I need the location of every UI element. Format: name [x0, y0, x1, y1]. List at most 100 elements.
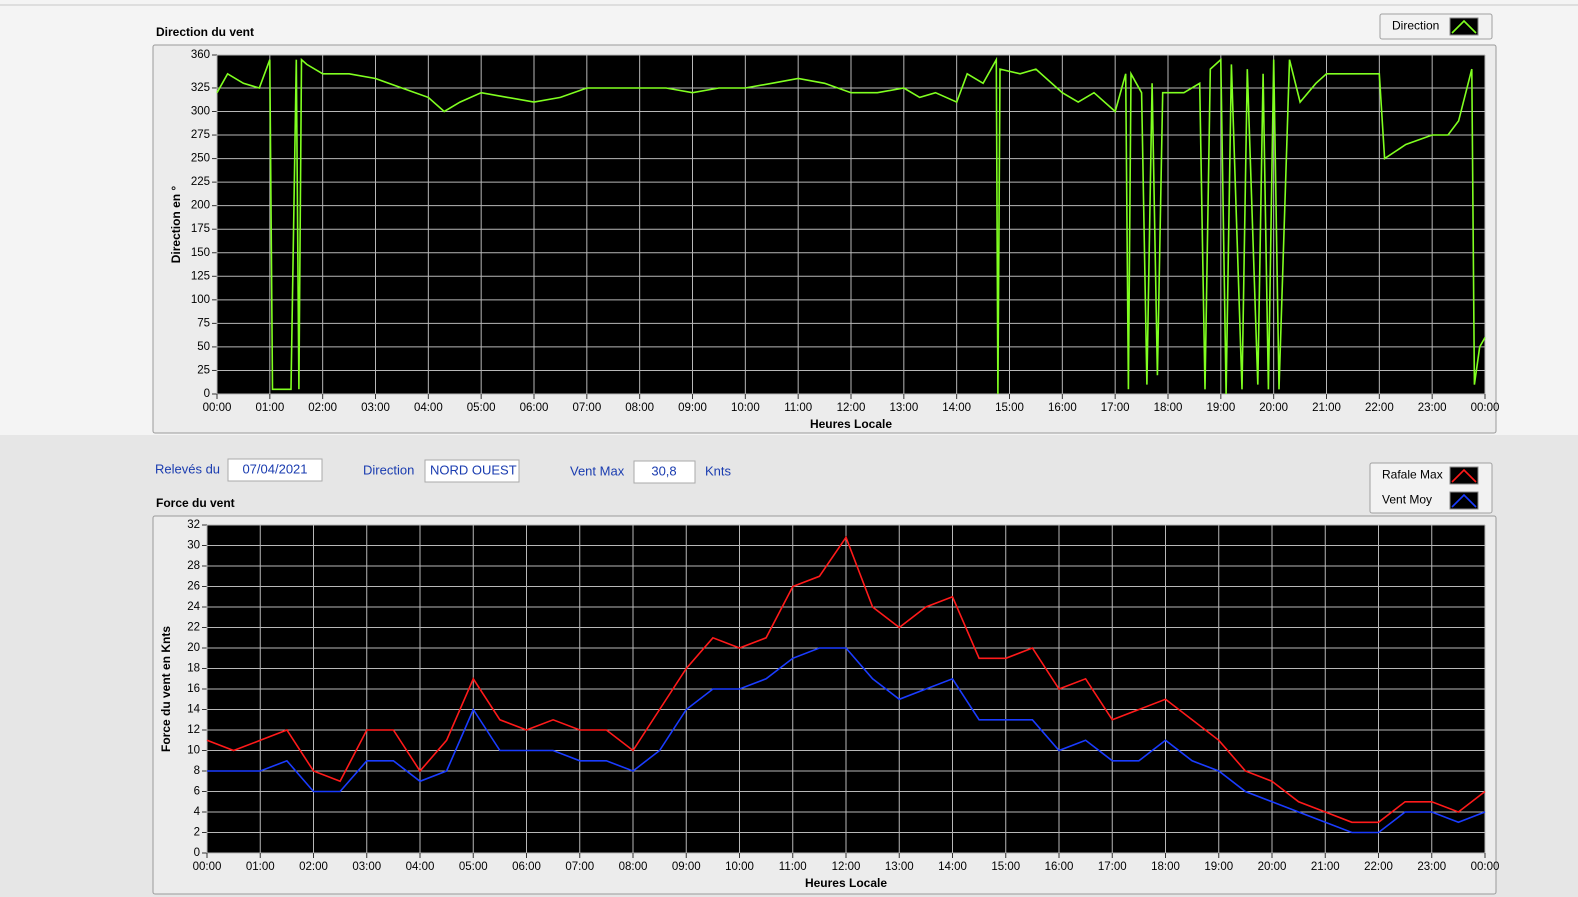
x-tick-label: 12:00 — [832, 861, 861, 873]
field-value: 07/04/2021 — [242, 461, 307, 476]
x-tick-label: 20:00 — [1259, 402, 1288, 414]
x-tick-label: 22:00 — [1364, 861, 1393, 873]
x-tick-label: 07:00 — [572, 402, 601, 414]
x-tick-label: 23:00 — [1418, 402, 1447, 414]
x-tick-label: 15:00 — [995, 402, 1024, 414]
chart-title: Force du vent — [156, 496, 235, 510]
y-tick-label: 32 — [187, 519, 200, 531]
x-tick-label: 21:00 — [1311, 861, 1340, 873]
x-tick-label: 19:00 — [1206, 402, 1235, 414]
legend-swatch — [1449, 491, 1479, 510]
legend-line — [1451, 19, 1477, 34]
x-tick-label: 05:00 — [459, 861, 488, 873]
x-tick-label: 23:00 — [1417, 861, 1446, 873]
x-tick-label: 22:00 — [1365, 402, 1394, 414]
x-tick-label: 16:00 — [1048, 402, 1077, 414]
x-tick-label: 02:00 — [299, 861, 328, 873]
series-line — [207, 647, 1486, 834]
field-box[interactable] — [633, 460, 696, 484]
x-tick-label: 04:00 — [414, 402, 443, 414]
field-box[interactable] — [424, 459, 520, 483]
x-tick-label: 11:00 — [784, 402, 812, 414]
legend-line — [1451, 468, 1477, 483]
field-unit: Knts — [705, 463, 732, 478]
x-tick-label: 20:00 — [1258, 861, 1287, 873]
x-tick-label: 00:00 — [1471, 402, 1500, 414]
x-tick-label: 03:00 — [352, 861, 381, 873]
x-tick-label: 07:00 — [565, 861, 594, 873]
y-tick-label: 125 — [191, 270, 210, 282]
series-line — [216, 56, 1486, 395]
x-tick-label: 13:00 — [885, 861, 914, 873]
legend-swatch — [1449, 17, 1479, 36]
y-tick-label: 50 — [197, 341, 210, 353]
y-tick-label: 24 — [187, 601, 200, 613]
x-tick-label: 10:00 — [731, 402, 760, 414]
y-tick-label: 325 — [191, 82, 210, 94]
x-tick-label: 09:00 — [672, 861, 701, 873]
field-box[interactable] — [227, 458, 323, 482]
x-tick-label: 00:00 — [193, 861, 222, 873]
x-tick-label: 05:00 — [467, 402, 496, 414]
y-tick-label: 30 — [187, 540, 200, 552]
y-tick-label: 100 — [191, 294, 210, 306]
y-tick-label: 360 — [191, 49, 210, 61]
x-tick-label: 12:00 — [837, 402, 866, 414]
y-tick-label: 6 — [194, 786, 200, 798]
x-tick-label: 14:00 — [942, 402, 971, 414]
x-tick-label: 04:00 — [406, 861, 435, 873]
x-tick-label: 00:00 — [203, 402, 232, 414]
x-tick-label: 17:00 — [1101, 402, 1130, 414]
legend-label: Vent Moy — [1382, 493, 1432, 507]
field-label: Vent Max — [570, 463, 625, 478]
x-tick-label: 15:00 — [991, 861, 1020, 873]
y-tick-label: 4 — [194, 806, 201, 818]
y-tick-label: 225 — [191, 176, 210, 188]
x-tick-label: 21:00 — [1312, 402, 1341, 414]
x-tick-label: 11:00 — [779, 861, 807, 873]
y-tick-label: 250 — [191, 153, 210, 165]
y-tick-label: 300 — [191, 106, 210, 118]
legend-label: Rafale Max — [1382, 468, 1443, 482]
chart-title: Direction du vent — [156, 25, 254, 39]
y-tick-label: 150 — [191, 247, 210, 259]
field-value: 30,8 — [651, 463, 676, 478]
field-label: Relevés du — [155, 461, 220, 476]
x-tick-label: 09:00 — [678, 402, 707, 414]
x-tick-label: 01:00 — [246, 861, 275, 873]
y-axis-label: Direction en ° — [169, 186, 183, 264]
y-tick-label: 8 — [194, 765, 200, 777]
series-line — [206, 535, 1486, 824]
y-tick-label: 16 — [187, 683, 200, 695]
x-tick-label: 02:00 — [308, 402, 337, 414]
x-tick-label: 06:00 — [512, 861, 541, 873]
x-tick-label: 17:00 — [1098, 861, 1127, 873]
y-tick-label: 26 — [187, 581, 200, 593]
y-tick-label: 75 — [197, 317, 210, 329]
field-label: Direction — [363, 462, 414, 477]
x-tick-label: 01:00 — [255, 402, 284, 414]
x-tick-label: 19:00 — [1204, 861, 1233, 873]
y-tick-label: 275 — [191, 129, 210, 141]
x-tick-label: 14:00 — [938, 861, 967, 873]
fields: Relevés du 07/04/2021 Direction NORD OUE… — [155, 458, 732, 484]
x-tick-label: 13:00 — [889, 402, 918, 414]
y-tick-label: 20 — [187, 642, 200, 654]
legend-line — [1451, 493, 1477, 508]
x-axis-label: Heures Locale — [810, 417, 892, 431]
x-tick-label: 16:00 — [1045, 861, 1074, 873]
x-tick-label: 18:00 — [1151, 861, 1180, 873]
y-tick-label: 0 — [204, 388, 210, 400]
field-value: NORD OUEST — [430, 462, 517, 477]
y-tick-label: 25 — [197, 364, 210, 376]
x-tick-label: 08:00 — [625, 402, 654, 414]
y-tick-label: 200 — [191, 200, 210, 212]
y-tick-label: 28 — [187, 560, 200, 572]
y-tick-label: 22 — [187, 622, 200, 634]
y-tick-label: 2 — [194, 827, 200, 839]
y-tick-label: 10 — [187, 745, 200, 757]
x-tick-label: 06:00 — [520, 402, 549, 414]
legend-label: Direction — [1392, 19, 1439, 33]
x-tick-label: 18:00 — [1154, 402, 1183, 414]
